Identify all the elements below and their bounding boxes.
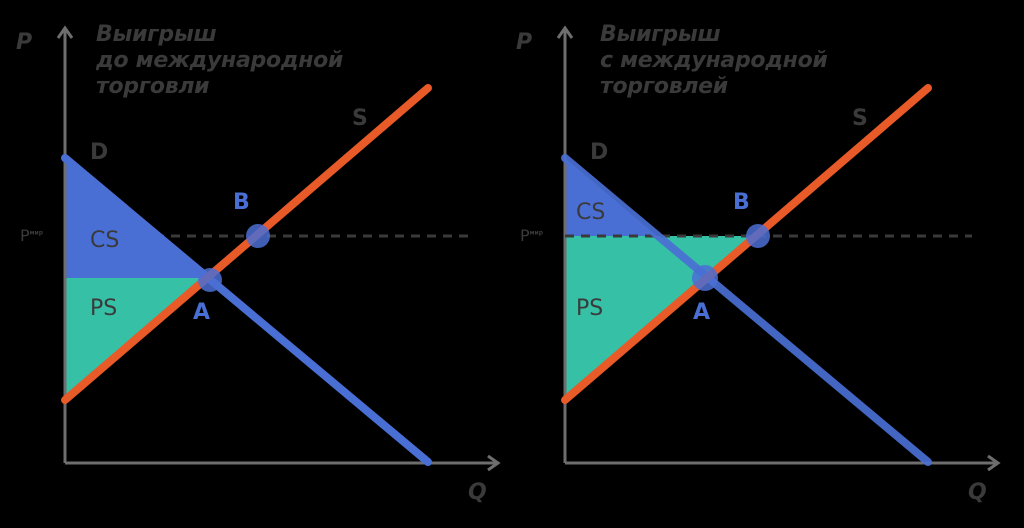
x-axis-arrow [487, 454, 501, 472]
point-b-label: B [233, 190, 250, 215]
chart-plot-left [56, 25, 501, 472]
point-a-marker [198, 268, 222, 292]
y-axis-label: P [16, 30, 33, 55]
ps-label: PS [576, 296, 604, 321]
point-a-marker [692, 265, 718, 291]
point-b-marker [246, 224, 270, 248]
point-a-label: A [193, 300, 211, 325]
x-axis-label: Q [968, 480, 987, 505]
chart-with-trade: P Q Выигрыш с международной торговлей D … [500, 0, 1012, 528]
y-axis-arrow [556, 25, 574, 39]
point-b-label: B [733, 190, 750, 215]
cs-label: CS [90, 228, 120, 253]
y-axis-label: P [516, 30, 533, 55]
point-b-marker [746, 224, 770, 248]
x-axis-arrow [987, 454, 1001, 472]
point-a-label: A [693, 300, 711, 325]
chart-plot-right [556, 25, 1001, 472]
supply-label: S [852, 106, 868, 131]
world-price-label: Pмир [520, 226, 544, 245]
supply-curve [61, 84, 432, 404]
chart-title: Выигрыш с международной торговлей [600, 22, 828, 99]
chart-title: Выигрыш до международной торговли [96, 22, 344, 99]
ps-label: PS [90, 296, 118, 321]
demand-label: D [90, 140, 109, 165]
chart-before-trade: P Q Выигрыш до международной торговли D … [16, 22, 501, 505]
demand-curve [561, 154, 932, 466]
cs-label: CS [576, 200, 606, 225]
y-axis-arrow [56, 25, 74, 39]
supply-curve [561, 84, 932, 404]
demand-label: D [590, 140, 609, 165]
demand-curve [61, 154, 432, 466]
supply-label: S [352, 106, 368, 131]
world-price-label: Pмир [20, 226, 44, 245]
x-axis-label: Q [468, 480, 487, 505]
